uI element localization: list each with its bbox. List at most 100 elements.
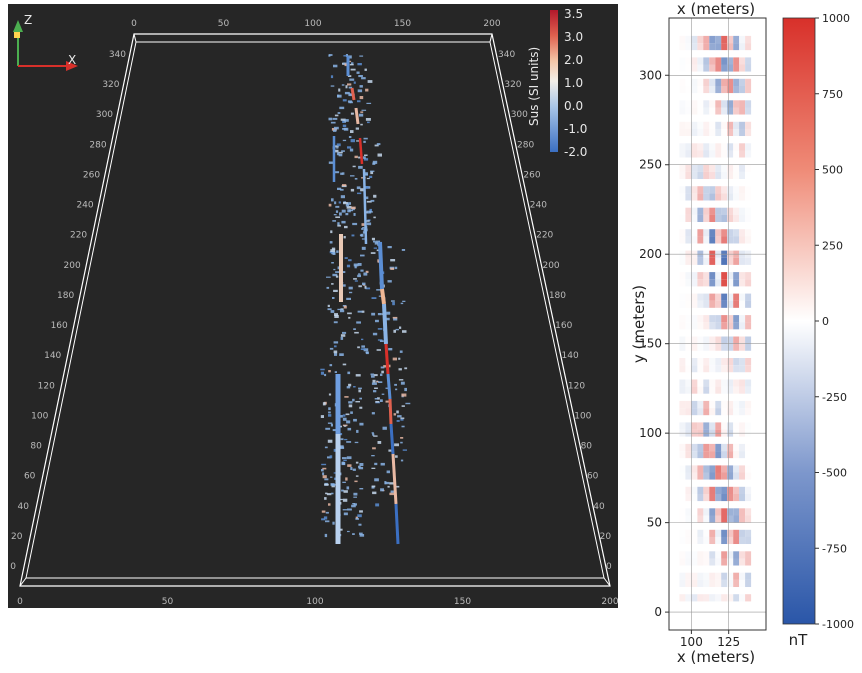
heatmap-cell <box>745 150 752 158</box>
heatmap-cell <box>691 186 698 194</box>
voxel <box>374 242 378 245</box>
heatmap-cell <box>691 379 698 387</box>
heatmap-cell <box>739 472 746 480</box>
voxel <box>357 310 363 313</box>
heatmap-cell <box>733 343 740 351</box>
heatmap-cell <box>739 186 746 194</box>
heatmap-cell <box>739 436 746 444</box>
heatmap-cell <box>685 315 692 323</box>
heatmap-cell <box>679 479 686 487</box>
voxel <box>405 402 411 405</box>
heatmap-cell <box>715 379 722 387</box>
heatmap-cell <box>679 315 686 323</box>
heatmap-cell <box>709 329 716 337</box>
heatmap-cell <box>697 536 704 545</box>
heatmap-cell <box>697 114 704 122</box>
voxel <box>360 111 364 113</box>
voxel <box>400 381 405 385</box>
voxel <box>353 278 357 280</box>
voxel <box>320 371 324 375</box>
heatmap-cell <box>727 372 734 380</box>
voxel <box>365 351 369 354</box>
right-y-tick-label: 60 <box>587 472 599 482</box>
right-y-tick-label: 200 <box>542 261 559 271</box>
voxel <box>370 170 375 172</box>
heatmap-cell <box>703 121 710 129</box>
voxel <box>330 230 333 234</box>
voxel <box>373 240 376 243</box>
heatmap-cell <box>691 207 698 215</box>
heatmap-cell <box>727 157 734 165</box>
heatmap-cell <box>679 587 686 595</box>
voxel <box>341 220 346 224</box>
heatmap-cell <box>679 458 686 466</box>
colorbar-tick-label: -2.0 <box>564 145 587 159</box>
voxel <box>401 425 405 428</box>
heatmap-cell <box>703 143 710 151</box>
plot-frame <box>668 17 767 631</box>
voxel-column <box>378 241 384 290</box>
heatmap-cell <box>685 565 692 573</box>
voxel <box>340 334 346 337</box>
heatmap-cell <box>715 121 722 129</box>
heatmap-cell <box>727 293 734 301</box>
voxel <box>327 308 332 311</box>
heatmap-cell <box>703 78 710 86</box>
heatmap-cell <box>745 50 752 58</box>
heatmap-cell <box>739 386 746 394</box>
voxel <box>347 508 352 511</box>
voxel <box>361 310 365 313</box>
voxel <box>350 188 355 192</box>
voxel <box>357 100 361 103</box>
voxel <box>333 321 338 324</box>
heatmap-cell <box>721 350 728 358</box>
voxel <box>353 328 356 330</box>
heatmap-cell <box>685 136 692 144</box>
heatmap-cell <box>733 515 740 523</box>
heatmap-cell <box>679 35 686 44</box>
heatmap-cell <box>697 329 704 337</box>
voxel <box>357 346 360 349</box>
heatmap-cell <box>733 229 740 237</box>
voxel <box>332 220 336 222</box>
heatmap-cell <box>709 479 716 487</box>
heatmap-cell <box>727 128 734 137</box>
y-tick-label: 300 <box>639 68 662 82</box>
heatmap-cell <box>679 171 686 180</box>
heatmap-cell <box>691 121 698 129</box>
heatmap-cell <box>703 494 710 502</box>
voxel <box>330 310 335 313</box>
heatmap-cell <box>709 436 716 444</box>
heatmap-cell <box>733 78 740 86</box>
heatmap-cell <box>739 551 746 559</box>
heatmap-cell <box>733 365 740 373</box>
heatmap-cell <box>727 465 734 473</box>
voxel <box>323 516 328 520</box>
heatmap-cell <box>745 551 752 559</box>
heatmap-cell <box>709 343 716 351</box>
voxel <box>322 472 325 476</box>
heatmap-cell <box>739 479 746 487</box>
heatmap-cell <box>697 465 704 473</box>
voxel <box>377 328 383 330</box>
heatmap-cell <box>703 64 710 72</box>
heatmap-cell <box>721 86 728 94</box>
voxel <box>386 470 390 474</box>
heatmap-cell <box>697 214 704 222</box>
left-y-tick-label: 80 <box>30 442 42 452</box>
colorbar-tick-label: -250 <box>822 391 847 404</box>
x-axis-label: x (meters) <box>677 648 755 666</box>
voxel <box>348 259 352 262</box>
voxel <box>370 252 376 254</box>
heatmap-cell <box>739 400 746 409</box>
heatmap-cell <box>697 171 704 180</box>
voxel <box>366 102 372 104</box>
susceptibility-colorbar-ticks: 3.5 3.0 2.0 1.0 0.0 -1.0 -2.0 <box>564 7 587 159</box>
heatmap-cell <box>733 150 740 158</box>
heatmap-cell <box>703 565 710 573</box>
voxel <box>390 490 395 493</box>
susceptibility-3d-view[interactable]: 0 50 100 150 200 0 50 100 150 200 0 20 40 60 80 100 120 1… <box>8 4 618 608</box>
heatmap-cell <box>685 529 692 537</box>
voxel <box>353 81 356 84</box>
heatmap-cell <box>703 114 710 122</box>
